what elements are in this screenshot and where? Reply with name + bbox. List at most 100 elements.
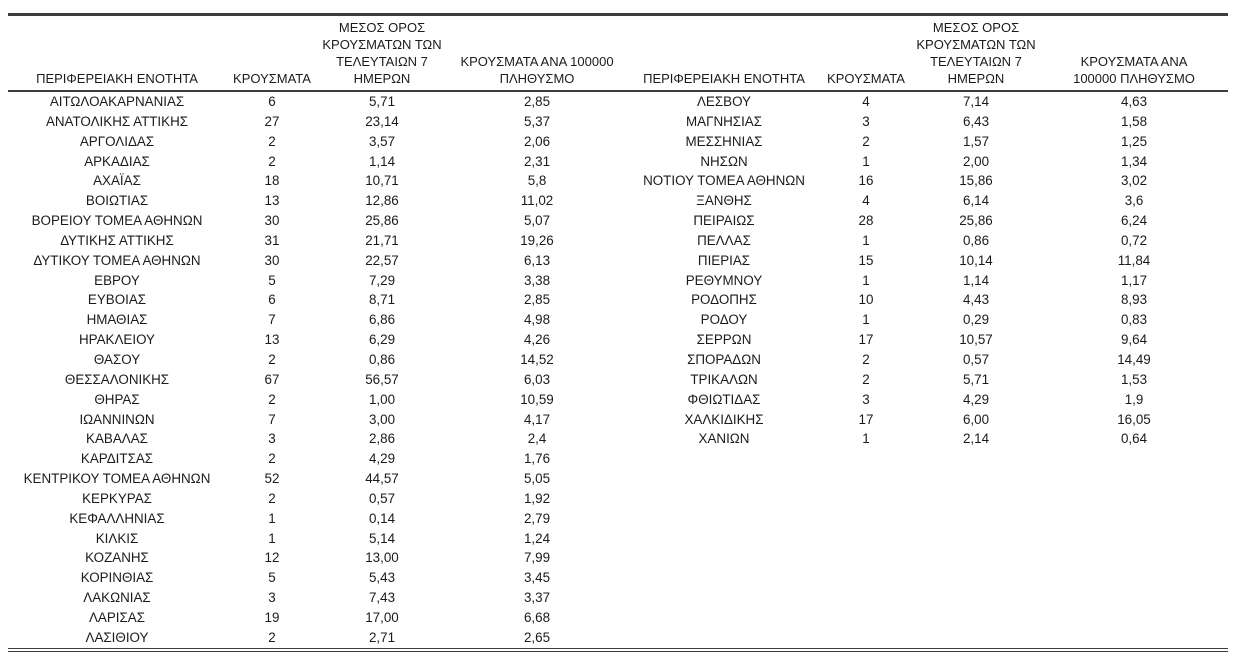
- left-per100k-cell: 5,05: [523, 471, 551, 487]
- right-per100k-cell: [1040, 628, 1228, 650]
- right-region-cell: [628, 568, 820, 588]
- table-row: ΑΡΓΟΛΙΔΑΣ 2 3,57 2,06 ΜΕΣΣΗΝΙΑΣ 2 1,57 1,25: [8, 132, 1228, 152]
- right-region-cell: ΛΕΣΒΟΥ: [696, 94, 751, 109]
- right-cases-header: ΚΡΟΥΣΜΑΤΑ: [820, 14, 912, 92]
- table-row: ΒΟΡΕΙΟΥ ΤΟΜΕΑ ΑΘΗΝΩΝ 30 25,86 5,07 ΠΕΙΡΑΙΩΣ 2…: [8, 211, 1228, 231]
- left-avg7-cell: 2,71: [368, 629, 396, 645]
- left-avg7-cell: 7,29: [368, 272, 396, 288]
- right-cases-cell: [820, 449, 912, 469]
- table-row: ΚΙΛΚΙΣ 1 5,14 1,24: [8, 529, 1228, 549]
- right-avg7-cell: 0,86: [962, 232, 990, 248]
- right-per100k-cell: 3,02: [1120, 173, 1148, 189]
- table-row: ΚΑΒΑΛΑΣ 3 2,86 2,4 ΧΑΝΙΩΝ 1 2,14 0,64: [8, 429, 1228, 449]
- left-per100k-cell: 6,03: [523, 371, 551, 387]
- right-cases-cell: [820, 548, 912, 568]
- left-avg7-cell: 17,00: [365, 609, 399, 625]
- right-cases-cell: 4: [862, 94, 870, 109]
- right-avg7-cell: 0,57: [962, 351, 990, 367]
- right-cases-cell: [820, 529, 912, 549]
- right-region-cell: ΝΗΣΩΝ: [700, 153, 748, 169]
- right-region-cell: ΜΕΣΣΗΝΙΑΣ: [685, 133, 763, 149]
- left-region-header: ΠΕΡΙΦΕΡΕΙΑΚΗ ΕΝΟΤΗΤΑ: [8, 14, 226, 92]
- right-per100k-cell: 11,84: [1117, 252, 1151, 268]
- right-avg7-cell: 15,86: [959, 173, 993, 189]
- right-region-cell: ΞΑΝΘΗΣ: [696, 193, 752, 209]
- report-page: ΠΕΡΙΦΕΡΕΙΑΚΗ ΕΝΟΤΗΤΑ ΚΡΟΥΣΜΑΤΑ ΜΕΣΟΣ ΟΡΟ…: [8, 13, 1228, 652]
- left-region-cell: ΘΕΣΣΑΛΟΝΙΚΗΣ: [64, 371, 170, 387]
- right-per100k-cell: [1040, 608, 1228, 628]
- left-per100k-cell: 1,76: [523, 451, 551, 467]
- left-region-cell: ΒΟΙΩΤΙΑΣ: [85, 193, 149, 209]
- right-per100k-cell: 1,53: [1120, 371, 1148, 387]
- left-per100k-cell: 11,02: [520, 193, 554, 209]
- right-cases-cell: 2: [862, 371, 870, 387]
- left-avg7-cell: 22,57: [365, 252, 399, 268]
- table-row: ΒΟΙΩΤΙΑΣ 13 12,86 11,02 ΞΑΝΘΗΣ 4 6,14 3,6: [8, 191, 1228, 211]
- right-cases-cell: 1: [862, 431, 870, 447]
- right-cases-cell: 4: [862, 193, 870, 209]
- table-row: ΚΑΡΔΙΤΣΑΣ 2 4,29 1,76: [8, 449, 1228, 469]
- left-per100k-cell: 2,06: [523, 133, 551, 149]
- right-region-cell: ΝΟΤΙΟΥ ΤΟΜΕΑ ΑΘΗΝΩΝ: [643, 173, 805, 189]
- table-row: ΚΟΡΙΝΘΙΑΣ 5 5,43 3,45: [8, 568, 1228, 588]
- left-per100k-cell: 2,85: [523, 94, 551, 109]
- right-per100k-cell: 4,63: [1120, 94, 1148, 109]
- left-avg7-cell: 23,14: [365, 113, 399, 129]
- right-region-cell: [628, 588, 820, 608]
- left-per100k-cell: 6,68: [523, 609, 551, 625]
- right-per100k-cell: [1040, 469, 1228, 489]
- right-per100k-cell: [1040, 449, 1228, 469]
- table-row: ΑΝΑΤΟΛΙΚΗΣ ΑΤΤΙΚΗΣ 27 23,14 5,37 ΜΑΓΝΗΣΙΑΣ 3 6…: [8, 112, 1228, 132]
- left-cases-cell: 67: [264, 371, 280, 387]
- right-cases-cell: 1: [862, 272, 870, 288]
- right-avg7-cell: [912, 628, 1040, 650]
- table-row: ΑΧΑΪΑΣ 18 10,71 5,8 ΝΟΤΙΟΥ ΤΟΜΕΑ ΑΘΗΝΩΝ 16 15,…: [8, 171, 1228, 191]
- left-region-cell: ΗΜΑΘΙΑΣ: [86, 312, 148, 328]
- right-avg7-cell: 5,71: [962, 371, 990, 387]
- right-region-cell: ΡΕΘΥΜΝΟΥ: [685, 272, 763, 288]
- left-per100k-cell: 2,79: [523, 510, 551, 526]
- right-region-cell: [628, 529, 820, 549]
- left-per100k-cell: 2,31: [523, 153, 551, 169]
- right-per100k-cell: 1,9: [1124, 391, 1144, 407]
- right-per100k-cell: [1040, 529, 1228, 549]
- table-body: ΑΙΤΩΛΟΑΚΑΡΝΑΝΙΑΣ 6 5,71 2,85 ΛΕΣΒΟΥ 4 7,14 4,63…: [8, 91, 1228, 650]
- left-cases-cell: 2: [268, 490, 276, 506]
- left-cases-cell: 7: [268, 312, 276, 328]
- left-region-cell: ΑΡΓΟΛΙΔΑΣ: [79, 133, 155, 149]
- left-per100k-cell: 14,52: [520, 351, 554, 367]
- table-row: ΘΕΣΣΑΛΟΝΙΚΗΣ 67 56,57 6,03 ΤΡΙΚΑΛΩΝ 2 5,71 1,53: [8, 370, 1228, 390]
- table-row: ΛΑΣΙΘΙΟΥ 2 2,71 2,65: [8, 628, 1228, 650]
- right-region-cell: ΜΑΓΝΗΣΙΑΣ: [685, 113, 762, 129]
- right-avg7-cell: 6,14: [962, 193, 990, 209]
- right-region-cell: ΤΡΙΚΑΛΩΝ: [690, 371, 758, 387]
- right-avg7-cell: 6,00: [962, 411, 990, 427]
- table-row: ΘΑΣΟΥ 2 0,86 14,52 ΣΠΟΡΑΔΩΝ 2 0,57 14,49: [8, 350, 1228, 370]
- left-region-cell: ΚΟΡΙΝΘΙΑΣ: [80, 570, 154, 586]
- left-avg7-cell: 6,29: [368, 332, 396, 348]
- right-per100k-cell: 1,17: [1120, 272, 1148, 288]
- right-avg7-cell: [912, 529, 1040, 549]
- table-row: ΚΕΦΑΛΛΗΝΙΑΣ 1 0,14 2,79: [8, 509, 1228, 529]
- left-cases-cell: 5: [268, 272, 276, 288]
- table-row: ΔΥΤΙΚΗΣ ΑΤΤΙΚΗΣ 31 21,71 19,26 ΠΕΛΛΑΣ 1 0,86 0,…: [8, 231, 1228, 251]
- left-avg7-cell: 13,00: [365, 550, 399, 566]
- table-row: ΑΡΚΑΔΙΑΣ 2 1,14 2,31 ΝΗΣΩΝ 1 2,00 1,34: [8, 152, 1228, 172]
- left-per100k-cell: 19,26: [520, 232, 554, 248]
- left-cases-cell: 31: [264, 232, 280, 248]
- left-per100k-cell: 5,37: [523, 113, 551, 129]
- right-region-cell: [628, 548, 820, 568]
- left-per100k-cell: 3,37: [523, 590, 551, 606]
- right-avg7-cell: 6,43: [962, 113, 990, 129]
- left-region-cell: ΚΑΒΑΛΑΣ: [86, 431, 148, 447]
- right-avg7-cell: [912, 469, 1040, 489]
- left-cases-cell: 7: [268, 411, 276, 427]
- left-cases-cell: 6: [268, 94, 276, 109]
- right-per100k-cell: 8,93: [1120, 292, 1148, 308]
- left-cases-cell: 52: [264, 471, 280, 487]
- left-region-cell: ΛΑΣΙΘΙΟΥ: [85, 629, 149, 645]
- left-region-cell: ΛΑΚΩΝΙΑΣ: [83, 590, 151, 606]
- left-avg7-cell: 2,86: [368, 431, 396, 447]
- right-region-cell: ΠΕΙΡΑΙΩΣ: [693, 213, 755, 229]
- left-avg7-cell: 21,71: [365, 232, 399, 248]
